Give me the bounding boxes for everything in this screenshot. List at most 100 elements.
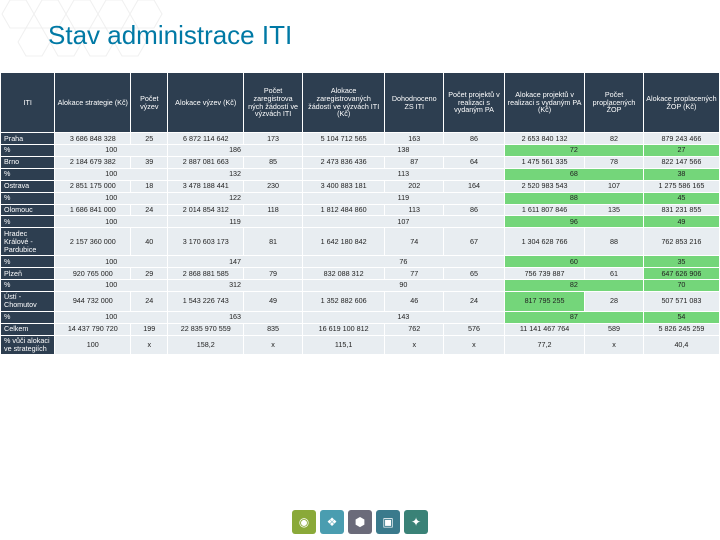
cell: 77,2	[504, 335, 584, 355]
row-header: %	[1, 311, 55, 323]
cell: 135	[585, 204, 644, 216]
cell: 119	[168, 216, 303, 228]
cell: 28	[585, 291, 644, 311]
cell: 2 868 881 585	[168, 268, 244, 280]
cell: 1 611 807 846	[504, 204, 584, 216]
table-row: Praha3 686 848 328256 872 114 6421735 10…	[1, 133, 720, 145]
cell: 70	[643, 279, 719, 291]
cell: 173	[244, 133, 303, 145]
cell: 96	[504, 216, 643, 228]
cell: 100	[55, 168, 168, 180]
cell: 40,4	[643, 335, 719, 355]
cell: x	[585, 335, 644, 355]
cell: x	[244, 335, 303, 355]
cell: 2 887 081 663	[168, 156, 244, 168]
cell: 16 619 100 812	[302, 323, 385, 335]
cell: x	[385, 335, 444, 355]
cell: 1 352 882 606	[302, 291, 385, 311]
table-row: Ústí - Chomutov944 732 000241 543 226 74…	[1, 291, 720, 311]
footer-icon-2: ❖	[320, 510, 344, 534]
row-header: Brno	[1, 156, 55, 168]
cell: 6 872 114 642	[168, 133, 244, 145]
cell: 647 626 906	[643, 268, 719, 280]
cell: 163	[385, 133, 444, 145]
data-table: ITIAlokace strategie (Kč)Počet výzevAlok…	[0, 72, 720, 355]
cell: 14 437 790 720	[55, 323, 131, 335]
table-row: %1001221198845	[1, 192, 720, 204]
cell: 100	[55, 279, 168, 291]
row-header: Hradec Králové - Pardubice	[1, 228, 55, 256]
cell: 1 686 841 000	[55, 204, 131, 216]
cell: 27	[643, 144, 719, 156]
cell: 86	[444, 204, 505, 216]
cell: 138	[302, 144, 504, 156]
cell: 186	[168, 144, 303, 156]
table-row: %100147766035	[1, 256, 720, 268]
cell: 100	[55, 216, 168, 228]
cell: 25	[131, 133, 168, 145]
cell: 822 147 566	[643, 156, 719, 168]
col-header: Alokace projektů v realizaci s vydaným P…	[504, 73, 584, 133]
cell: 88	[504, 192, 643, 204]
cell: 1 475 561 335	[504, 156, 584, 168]
cell: 100	[55, 311, 168, 323]
table-row: Celkem14 437 790 72019922 835 970 559835…	[1, 323, 720, 335]
cell: 38	[643, 168, 719, 180]
cell: 5 826 245 259	[643, 323, 719, 335]
col-header: Alokace proplacených ŽOP (Kč)	[643, 73, 719, 133]
table-row: Ostrava2 851 175 000183 478 188 4412303 …	[1, 180, 720, 192]
cell: 230	[244, 180, 303, 192]
data-table-wrap: ITIAlokace strategie (Kč)Počet výzevAlok…	[0, 72, 720, 355]
col-header: Počet projektů v realizaci s vydaným PA	[444, 73, 505, 133]
cell: 86	[444, 133, 505, 145]
cell: 163	[168, 311, 303, 323]
cell: 115,1	[302, 335, 385, 355]
table-row: Brno2 184 679 382392 887 081 663852 473 …	[1, 156, 720, 168]
cell: 39	[131, 156, 168, 168]
cell: 2 014 854 312	[168, 204, 244, 216]
cell: 576	[444, 323, 505, 335]
table-row: %1001321136838	[1, 168, 720, 180]
cell: 107	[302, 216, 504, 228]
cell: 82	[504, 279, 643, 291]
table-row: %100312908270	[1, 279, 720, 291]
col-header: ITI	[1, 73, 55, 133]
cell: 202	[385, 180, 444, 192]
cell: 61	[585, 268, 644, 280]
cell: 762 853 216	[643, 228, 719, 256]
cell: 100	[55, 192, 168, 204]
table-row: % vůči alokaci ve strategiích100x158,2x1…	[1, 335, 720, 355]
row-header: % vůči alokaci ve strategiích	[1, 335, 55, 355]
cell: 944 732 000	[55, 291, 131, 311]
row-header: %	[1, 256, 55, 268]
table-row: Plzeň920 765 000292 868 881 58579832 088…	[1, 268, 720, 280]
cell: 756 739 887	[504, 268, 584, 280]
cell: 113	[385, 204, 444, 216]
row-header: Plzeň	[1, 268, 55, 280]
cell: 78	[585, 156, 644, 168]
cell: 817 795 255	[504, 291, 584, 311]
cell: 762	[385, 323, 444, 335]
cell: 24	[131, 291, 168, 311]
cell: 46	[385, 291, 444, 311]
cell: 831 231 855	[643, 204, 719, 216]
table-row: Olomouc1 686 841 000242 014 854 3121181 …	[1, 204, 720, 216]
row-header: %	[1, 144, 55, 156]
cell: 3 686 848 328	[55, 133, 131, 145]
cell: 24	[444, 291, 505, 311]
cell: 79	[244, 268, 303, 280]
cell: 65	[444, 268, 505, 280]
cell: 49	[643, 216, 719, 228]
col-header: Počet výzev	[131, 73, 168, 133]
table-header-row: ITIAlokace strategie (Kč)Počet výzevAlok…	[1, 73, 720, 133]
col-header: Dohodnoceno ZS ITI	[385, 73, 444, 133]
cell: 60	[504, 256, 643, 268]
row-header: %	[1, 216, 55, 228]
cell: 74	[385, 228, 444, 256]
cell: 147	[168, 256, 303, 268]
cell: 1 642 180 842	[302, 228, 385, 256]
cell: 2 851 175 000	[55, 180, 131, 192]
cell: 118	[244, 204, 303, 216]
col-header: Počet proplacených ŽOP	[585, 73, 644, 133]
cell: 2 473 836 436	[302, 156, 385, 168]
